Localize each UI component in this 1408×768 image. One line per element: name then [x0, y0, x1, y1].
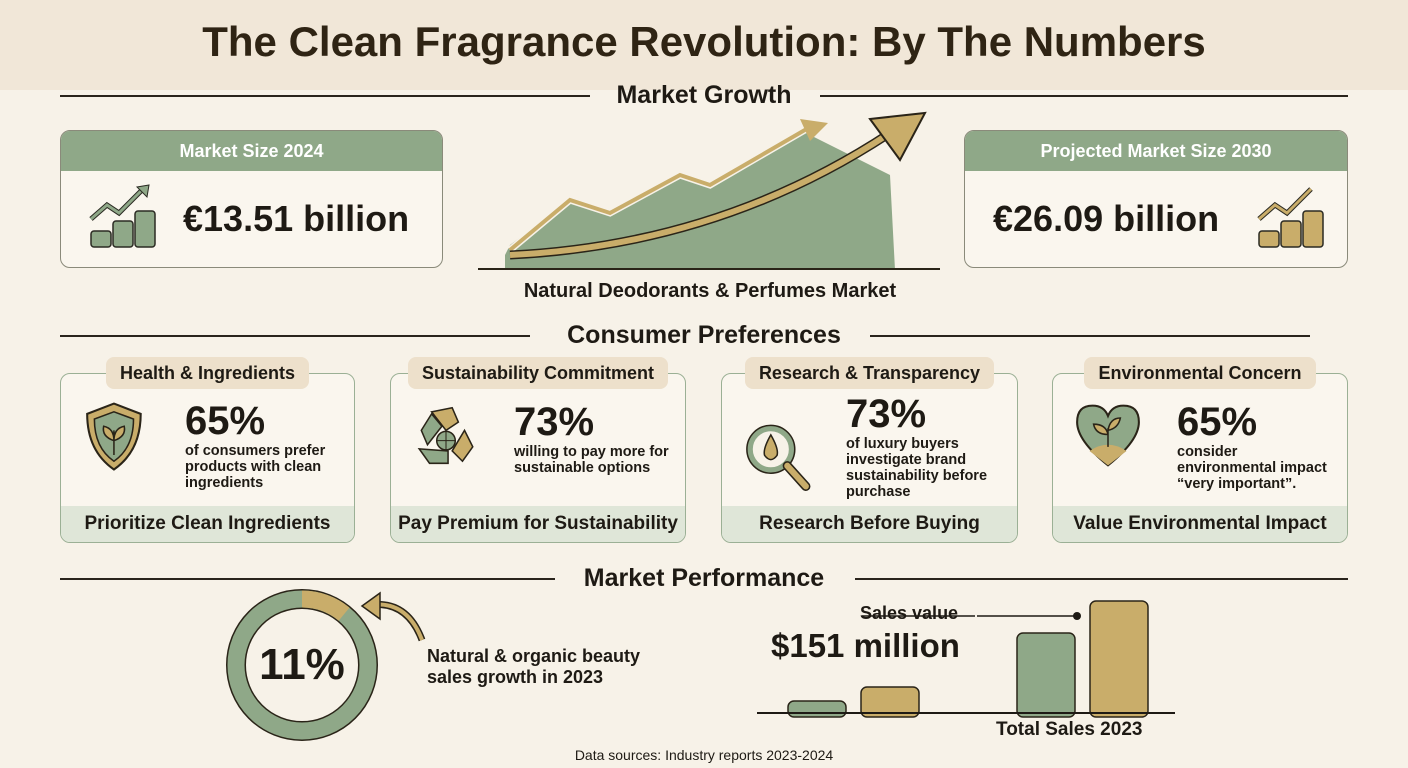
donut-description: Natural & organic beauty sales growth in…	[427, 646, 641, 687]
preference-label: Research & Transparency	[744, 357, 995, 389]
donut-label: 11%	[259, 640, 345, 689]
coins-growth-icon	[1257, 187, 1324, 248]
preference-card: 65% consider environmental impact “very …	[1052, 373, 1348, 543]
market-size-2024-card: Market Size 2024 €13.51 billion	[60, 130, 443, 268]
donut-segment	[301, 590, 350, 621]
preference-label: Environmental Concern	[1084, 357, 1316, 389]
projected-market-size-card: Projected Market Size 2030 €26.09 billio…	[964, 130, 1348, 268]
growth-arrow-chart	[478, 111, 940, 270]
section-market-growth: Market Growth	[616, 81, 792, 109]
sales-bar-chart	[757, 600, 1175, 718]
title-band	[0, 0, 1408, 90]
preference-percent: 65%	[1177, 400, 1258, 444]
preference-card: 73% willing to pay more for sustainable …	[390, 373, 686, 543]
preference-description: of consumers prefer products with clean …	[185, 443, 326, 491]
preference-footer: Research Before Buying	[722, 506, 1017, 542]
card-label: Projected Market Size 2030	[965, 131, 1347, 171]
sales-axis-label: Total Sales 2023	[996, 719, 1143, 740]
sales-growth-donut	[226, 589, 426, 741]
divider	[60, 335, 530, 337]
sales-bar	[787, 700, 847, 718]
page-title: The Clean Fragrance Revolution: By The N…	[202, 18, 1206, 65]
section-consumer-preferences: Consumer Preferences	[567, 321, 841, 349]
sales-bar	[1089, 600, 1149, 718]
preference-description: of luxury buyers investigate brand susta…	[846, 436, 988, 500]
market-size-2024-value: €13.51 billion	[183, 198, 410, 239]
card-label: Market Size 2024	[61, 131, 442, 171]
divider	[855, 578, 1348, 580]
preference-percent: 73%	[846, 392, 927, 436]
data-sources: Data sources: Industry reports 2023-2024	[574, 747, 834, 763]
preference-footer: Prioritize Clean Ingredients	[61, 506, 354, 542]
divider	[60, 95, 590, 97]
preference-percent: 65%	[185, 399, 266, 443]
preference-description: consider environmental impact “very impo…	[1177, 444, 1327, 492]
sales-callout: Sales value	[860, 603, 959, 623]
divider	[60, 578, 555, 580]
preference-card: 73% of luxury buyers investigate brand s…	[721, 373, 1018, 543]
sales-value: $151 million	[771, 627, 960, 664]
growth-chart-label: Natural Deodorants & Perfumes Market	[523, 280, 897, 302]
coins-growth-icon	[89, 184, 156, 248]
preference-label: Health & Ingredients	[105, 357, 310, 389]
preference-label: Sustainability Commitment	[407, 357, 669, 389]
recycle-globe-icon	[417, 406, 474, 465]
section-market-performance: Market Performance	[583, 564, 825, 592]
heart-sprout-icon	[1076, 404, 1140, 467]
divider	[870, 335, 1310, 337]
shield-leaf-icon	[86, 402, 142, 471]
preference-percent: 73%	[514, 400, 595, 444]
preference-description: willing to pay more for sustainable opti…	[514, 444, 669, 476]
growth-area	[505, 130, 895, 270]
projected-market-size-value: €26.09 billion	[993, 198, 1220, 239]
preference-card: 65% of consumers prefer products with cl…	[60, 373, 355, 543]
sales-bar	[1016, 632, 1076, 718]
sales-bar	[860, 686, 920, 718]
preference-footer: Value Environmental Impact	[1053, 506, 1347, 542]
preference-footer: Pay Premium for Sustainability	[391, 506, 685, 542]
magnifier-drop-icon	[746, 424, 811, 491]
divider	[820, 95, 1348, 97]
